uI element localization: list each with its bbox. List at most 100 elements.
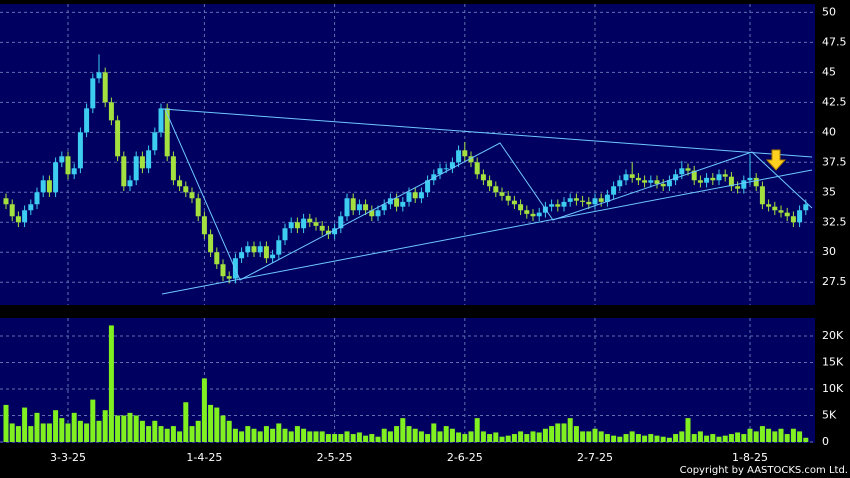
candle-body — [499, 192, 505, 196]
volume-bar — [15, 426, 21, 442]
volume-bar — [332, 434, 338, 442]
volume-tick-label: 10K — [822, 382, 844, 395]
volume-bar — [604, 434, 610, 442]
volume-bar — [133, 415, 139, 442]
y-tick-label: 40 — [822, 125, 836, 138]
volume-bar — [412, 428, 418, 442]
volume-bar — [363, 435, 369, 442]
candle-body — [449, 162, 455, 169]
candle-body — [356, 204, 362, 211]
candle-body — [790, 216, 796, 223]
candle-body — [319, 225, 325, 231]
candle-body — [282, 228, 288, 241]
volume-bar — [294, 426, 300, 442]
volume-bar — [307, 431, 313, 442]
candle-body — [226, 276, 232, 279]
candle-body — [170, 156, 176, 181]
candle-body — [487, 180, 493, 187]
volume-bar — [722, 435, 728, 442]
volume-bar — [3, 404, 9, 442]
candle-body — [71, 168, 77, 175]
volume-bar — [766, 428, 772, 442]
candle-body — [307, 218, 313, 223]
volume-bar — [493, 432, 499, 442]
candle-body — [592, 198, 598, 205]
candle-body — [747, 177, 753, 181]
volume-bar — [53, 410, 59, 442]
candle-body — [338, 216, 344, 229]
volume-bar — [518, 431, 524, 442]
candle-body — [642, 180, 648, 183]
candle-body — [344, 198, 350, 217]
candle-body — [685, 168, 691, 171]
candle-body — [666, 180, 672, 187]
x-tick-label: 2-5-25 — [317, 451, 353, 464]
candle-body — [518, 204, 524, 211]
candle-body — [28, 204, 34, 211]
candle-body — [697, 180, 703, 183]
candle-body — [493, 186, 499, 193]
volume-tick-label: 20K — [822, 329, 844, 342]
volume-bar — [220, 415, 226, 442]
volume-bar — [778, 428, 784, 442]
candle-body — [34, 192, 40, 205]
y-tick-label: 47.5 — [822, 35, 847, 48]
volume-bar — [152, 420, 158, 442]
candle-body — [121, 156, 127, 187]
candle-body — [40, 180, 46, 193]
candle-body — [660, 183, 666, 187]
volume-bar — [288, 431, 294, 442]
candle-body — [257, 246, 263, 253]
candle-body — [363, 204, 369, 211]
x-tick-label: 3-3-25 — [50, 451, 86, 464]
volume-bar — [487, 434, 493, 442]
support-line — [161, 169, 813, 295]
candle-body — [741, 180, 747, 189]
volume-bar — [282, 428, 288, 442]
y-tick-label: 30 — [822, 245, 836, 258]
volume-bar — [573, 426, 579, 442]
candle-body — [332, 228, 338, 235]
volume-bar — [177, 431, 183, 442]
volume-bar — [325, 434, 331, 442]
volume-bar — [381, 428, 387, 442]
x-tick-label: 2-7-25 — [577, 451, 613, 464]
volume-bar — [462, 434, 468, 442]
candle-body — [177, 180, 183, 187]
y-tick-label: 35 — [822, 185, 836, 198]
candle-body — [350, 198, 356, 211]
volume-bar — [697, 431, 703, 442]
volume-bar — [784, 434, 790, 442]
volume-bar — [96, 420, 102, 442]
candle-body — [3, 198, 9, 205]
candle-body — [84, 108, 90, 133]
x-tick-label: 1-4-25 — [186, 451, 222, 464]
x-tick-label: 1-8-25 — [732, 451, 768, 464]
candle-body — [629, 174, 635, 178]
candle-body — [90, 78, 96, 109]
trend-lines — [161, 108, 813, 295]
candle-body — [15, 216, 21, 223]
y-tick-label: 42.5 — [822, 95, 847, 108]
candle-body — [375, 210, 381, 217]
candle-body — [617, 180, 623, 187]
volume-bar — [158, 426, 164, 442]
candle-body — [784, 212, 790, 217]
candle-body — [443, 168, 449, 170]
volume-bar — [443, 426, 449, 442]
volume-bar — [617, 436, 623, 442]
volume-bar — [449, 428, 455, 442]
volume-bar — [759, 426, 765, 442]
candle-body — [152, 132, 158, 151]
candle-body — [158, 108, 164, 133]
volume-bar — [127, 412, 133, 442]
candle-body — [65, 156, 71, 175]
candle-body — [722, 174, 728, 177]
candle-body — [115, 120, 121, 157]
volume-bar — [394, 426, 400, 442]
candle-body — [623, 174, 629, 181]
candle-body — [431, 174, 437, 181]
candle-body — [133, 156, 139, 181]
candle-body — [716, 174, 722, 181]
candle-body — [524, 210, 530, 214]
